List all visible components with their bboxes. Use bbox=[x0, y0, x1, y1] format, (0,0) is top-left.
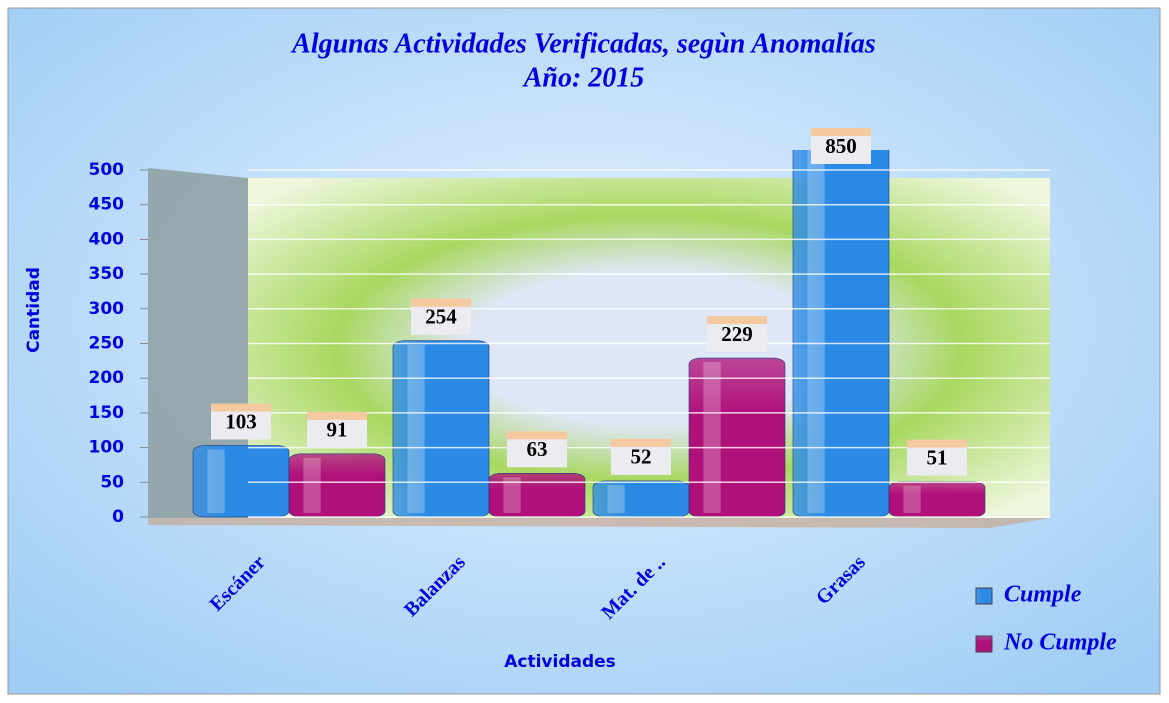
value-label-cap bbox=[707, 316, 767, 325]
value-label: 91 bbox=[327, 418, 348, 442]
y-tick-label: 500 bbox=[89, 160, 125, 180]
value-label-cap bbox=[411, 298, 471, 307]
plot bbox=[192, 150, 986, 518]
value-label-cap bbox=[811, 128, 871, 136]
value-label: 63 bbox=[527, 437, 548, 461]
chart-subtitle: Año: 2015 bbox=[522, 62, 645, 93]
y-tick-label: 0 bbox=[112, 507, 124, 527]
value-label: 254 bbox=[425, 305, 457, 329]
y-tick-label: 100 bbox=[89, 438, 125, 458]
bar-shine bbox=[407, 344, 425, 513]
bar-group bbox=[288, 453, 386, 518]
bar-group bbox=[888, 481, 986, 518]
bar-shine bbox=[807, 150, 825, 514]
bar-group bbox=[392, 340, 490, 518]
y-tick-label: 450 bbox=[89, 195, 125, 215]
y-tick-label: 350 bbox=[89, 264, 125, 284]
value-label-cap bbox=[211, 403, 271, 412]
bar-group bbox=[488, 472, 586, 518]
bar-group bbox=[592, 480, 690, 518]
y-tick-label: 300 bbox=[89, 299, 125, 319]
floor bbox=[148, 518, 1050, 528]
y-tick-label: 150 bbox=[89, 403, 125, 423]
legend-label: No Cumple bbox=[1003, 630, 1117, 656]
bar-group bbox=[688, 357, 786, 518]
value-label-cap bbox=[307, 411, 367, 420]
bar-shine bbox=[703, 362, 721, 513]
bar-group bbox=[792, 150, 890, 518]
bar-shine bbox=[903, 485, 921, 513]
y-tick-label: 200 bbox=[89, 368, 125, 388]
bar-group bbox=[192, 445, 290, 518]
y-tick-label: 50 bbox=[100, 472, 124, 492]
legend-swatch bbox=[975, 587, 993, 605]
bar-shine bbox=[303, 457, 321, 513]
legend-label: Cumple bbox=[1004, 582, 1082, 608]
legend-swatch bbox=[975, 635, 993, 653]
value-label: 229 bbox=[721, 322, 753, 346]
y-axis-label: Cantidad bbox=[24, 267, 44, 353]
value-label: 52 bbox=[631, 445, 652, 469]
value-label-cap bbox=[507, 431, 567, 440]
chart-title: Algunas Actividades Verificadas, segùn A… bbox=[290, 28, 876, 59]
bar-shine bbox=[607, 484, 625, 513]
value-label-cap bbox=[611, 438, 671, 447]
bar-shine bbox=[503, 477, 521, 513]
bar-shine bbox=[207, 449, 225, 513]
value-label: 51 bbox=[927, 445, 948, 469]
x-axis-label: Actividades bbox=[504, 652, 616, 672]
value-label: 850 bbox=[825, 134, 857, 158]
value-label-cap bbox=[907, 439, 967, 448]
y-tick-label: 250 bbox=[89, 334, 125, 354]
value-label: 103 bbox=[225, 409, 257, 433]
y-tick-label: 400 bbox=[89, 229, 125, 249]
